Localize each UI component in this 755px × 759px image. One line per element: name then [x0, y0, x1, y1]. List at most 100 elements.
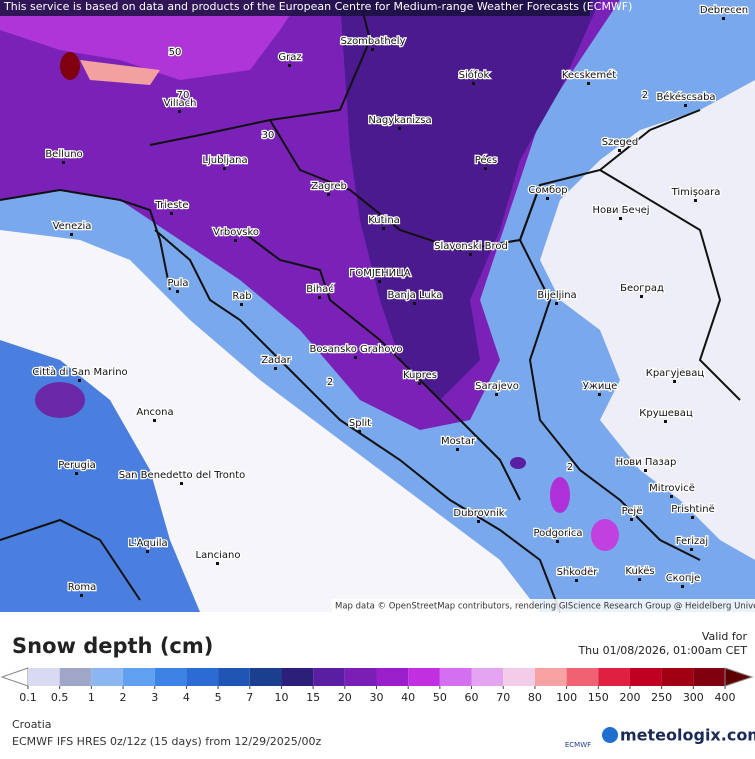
- city-dot: [630, 518, 633, 521]
- city-label: Kukës: [625, 566, 654, 577]
- colorbar-box: [629, 668, 662, 686]
- colorbar-label: 400: [715, 691, 736, 704]
- colorbar-box: [471, 668, 504, 686]
- city-label: Pula: [167, 278, 188, 289]
- city-label: Ljubljana: [202, 155, 247, 166]
- valid-label: Valid for: [702, 630, 748, 643]
- colorbar-box: [28, 668, 60, 686]
- colorbar-box: [59, 668, 92, 686]
- colorbar-arrow: [724, 667, 754, 687]
- city-dot: [327, 193, 330, 196]
- city-dot: [546, 197, 549, 200]
- attribution: Map data © OpenStreetMap contributors, r…: [335, 602, 755, 612]
- city-label: Bihać: [306, 283, 334, 295]
- colorbar-box: [91, 668, 124, 686]
- colorbar-box: [439, 668, 472, 686]
- brand: meteologix.com: [620, 726, 755, 745]
- city-label: Bijeljina: [537, 290, 576, 301]
- city-dot: [413, 302, 416, 305]
- city-dot: [216, 562, 219, 565]
- colorbar-label: 250: [651, 691, 672, 704]
- colorbar-box: [313, 668, 345, 686]
- city-label: Ferizaj: [676, 536, 708, 547]
- colorbar-box: [693, 668, 725, 686]
- colorbar-label: 100: [556, 691, 577, 704]
- city-label: Szeged: [602, 137, 639, 148]
- city-dot: [638, 578, 641, 581]
- city-dot: [618, 149, 621, 152]
- colorbar-box: [598, 668, 630, 686]
- city-dot: [690, 548, 693, 551]
- city-label: Vrbovsko: [213, 227, 259, 238]
- city-dot: [598, 393, 601, 396]
- city-dot: [240, 303, 243, 306]
- city-label: Ancona: [136, 407, 173, 418]
- city-label: Lanciano: [196, 550, 241, 561]
- city-label: Belluno: [45, 149, 82, 160]
- city-label: Siófok: [459, 69, 490, 81]
- city-label: Нови Бечеј: [592, 204, 649, 216]
- city-dot: [178, 110, 181, 113]
- city-label: Kutina: [368, 215, 400, 226]
- notice: This service is based on data and produc…: [3, 0, 632, 13]
- model-info: ECMWF IFS HRES 0z/12z (15 days) from 12/…: [12, 735, 322, 748]
- city-dot: [664, 420, 667, 423]
- colorbar-label: 30: [370, 691, 384, 704]
- city-dot: [70, 233, 73, 236]
- city-dot: [80, 594, 83, 597]
- city-dot: [180, 482, 183, 485]
- city-dot: [153, 419, 156, 422]
- city-label: Zadar: [261, 355, 291, 366]
- colorbar-label: 20: [338, 691, 352, 704]
- colorbar-box: [249, 668, 282, 686]
- city-label: Sarajevo: [475, 381, 519, 392]
- city-dot: [170, 212, 173, 215]
- city-dot: [681, 585, 684, 588]
- map: [0, 0, 755, 613]
- city-label: Сомбор: [528, 185, 567, 196]
- city-dot: [670, 495, 673, 498]
- city-dot: [456, 448, 459, 451]
- city-dot: [640, 295, 643, 298]
- city-dot: [234, 239, 237, 242]
- city-label: Città di San Marino: [32, 366, 127, 378]
- brand-icon: [602, 727, 618, 743]
- city-label: ГОМЈЕНИЦА: [349, 268, 411, 279]
- city-dot: [354, 356, 357, 359]
- city-dot: [378, 280, 381, 283]
- colorbar-label: 0.1: [19, 691, 37, 704]
- city-label: Kecskemét: [562, 69, 616, 81]
- city-dot: [556, 540, 559, 543]
- colorbar-box: [154, 668, 187, 686]
- colorbar-label: 60: [465, 691, 479, 704]
- city-label: Shkodër: [557, 567, 599, 578]
- colorbar-box: [376, 668, 409, 686]
- city-dot: [382, 227, 385, 230]
- city-label: Split: [349, 418, 371, 429]
- city-label: Slavonski Brod: [434, 241, 508, 252]
- city-dot: [78, 379, 81, 382]
- city-dot: [146, 550, 149, 553]
- contour-label: 50: [169, 47, 182, 58]
- city-label: Timișoara: [671, 187, 721, 198]
- city-label: Podgorica: [533, 528, 582, 539]
- city-label: Debrecen: [700, 5, 748, 16]
- ecmwf-logo: ECMWF: [565, 741, 591, 749]
- city-dot: [176, 290, 179, 293]
- city-label: Trieste: [155, 200, 189, 211]
- colorbar-box: [534, 668, 567, 686]
- colorbar-label: 2: [120, 691, 127, 704]
- city-dot: [418, 382, 421, 385]
- colorbar-label: 40: [401, 691, 415, 704]
- city-label: Perugia: [58, 460, 96, 471]
- colorbar-box: [281, 668, 314, 686]
- contour-label: 2: [642, 90, 648, 101]
- colorbar-box: [186, 668, 219, 686]
- city-label: L'Aquila: [128, 538, 167, 549]
- city-label: Rab: [232, 291, 251, 302]
- city-label: Београд: [620, 283, 664, 294]
- city-dot: [469, 253, 472, 256]
- city-label: Szombathely: [340, 36, 405, 47]
- colorbar-box: [344, 668, 377, 686]
